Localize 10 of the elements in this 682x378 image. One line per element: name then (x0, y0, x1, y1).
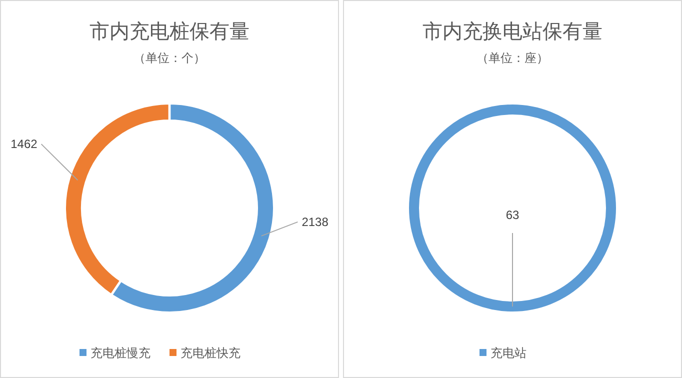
chart-subtitle: （单位：个） (134, 51, 206, 65)
chart-title: 市内充电桩保有量 (90, 21, 250, 43)
chart-title: 市内充换电站保有量 (422, 21, 602, 43)
data-label: 2138 (302, 214, 329, 229)
data-label: 1462 (10, 137, 38, 152)
data-label: 63 (506, 208, 520, 222)
legend-label: 充电站 (490, 346, 526, 360)
chart-subtitle: （单位：座） (476, 51, 548, 65)
legend-label: 充电桩快充 (180, 346, 240, 360)
legend-label: 充电桩慢充 (90, 346, 150, 360)
